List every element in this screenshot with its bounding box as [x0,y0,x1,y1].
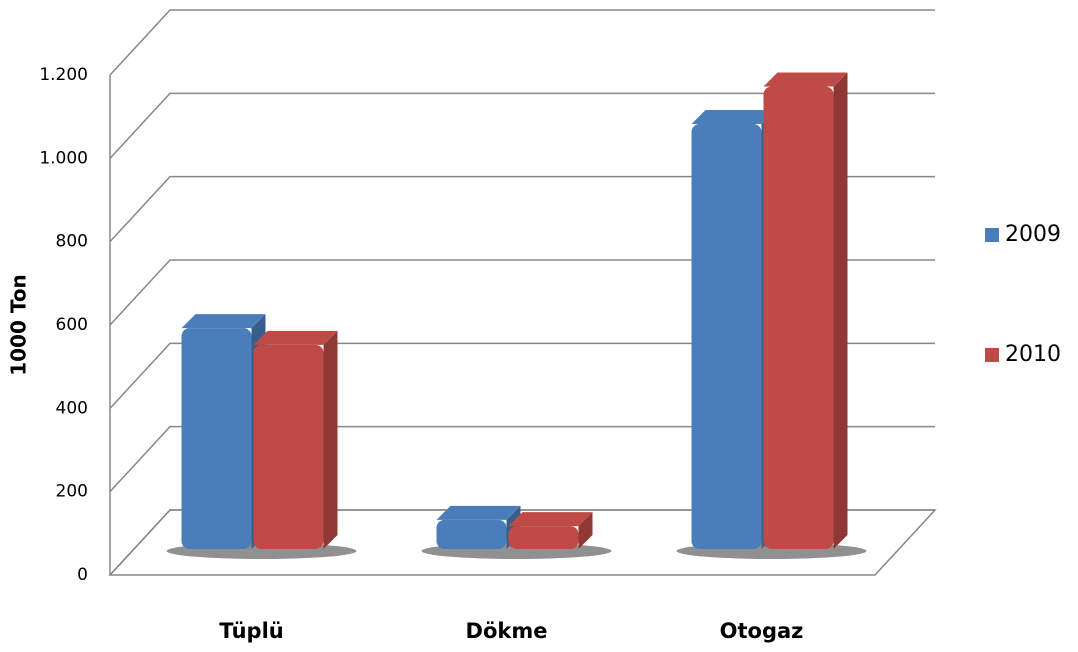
legend-swatch [985,348,999,362]
y-tick-label: 400 [56,398,88,418]
y-tick-label: 800 [56,232,88,252]
y-axis-title: 1000 Ton [7,274,31,376]
grid-line [109,342,935,409]
y-tick-label: 200 [56,482,88,502]
grid-line [109,259,935,326]
legend-label: 2009 [1005,222,1061,247]
bar [763,72,848,549]
bar-top [181,314,266,329]
bar [508,512,593,549]
x-tick-label: Dökme [466,619,548,643]
grid-line [109,509,935,576]
grid-line [109,9,935,76]
bar [436,505,521,549]
bar-front [763,86,834,549]
grid-line [109,92,935,159]
bar-side [833,72,848,549]
bar-side [323,330,338,549]
legend-label: 2010 [1005,342,1061,367]
y-tick-label: 1.000 [39,148,88,168]
bar [691,110,776,549]
bar-top [436,505,521,520]
bar-front [691,124,762,549]
y-tick-label: 0 [77,565,88,585]
bar-top [763,72,848,87]
bar-top [253,330,338,345]
grid-line [109,175,935,243]
bar-front [181,328,252,549]
bar-top [691,110,776,124]
x-tick-label: Otogaz [720,619,804,643]
bar-front [253,344,324,549]
x-tick-label: Tüplü [219,619,283,643]
bar [253,330,338,549]
grid-line [109,425,935,493]
bar-front [436,519,507,549]
bar-side [578,512,593,549]
bar-top [508,512,593,527]
legend-swatch [985,228,999,242]
y-tick-label: 1.200 [39,65,88,85]
bar-front [508,526,579,549]
bar [181,314,266,549]
y-tick-label: 600 [56,315,88,335]
